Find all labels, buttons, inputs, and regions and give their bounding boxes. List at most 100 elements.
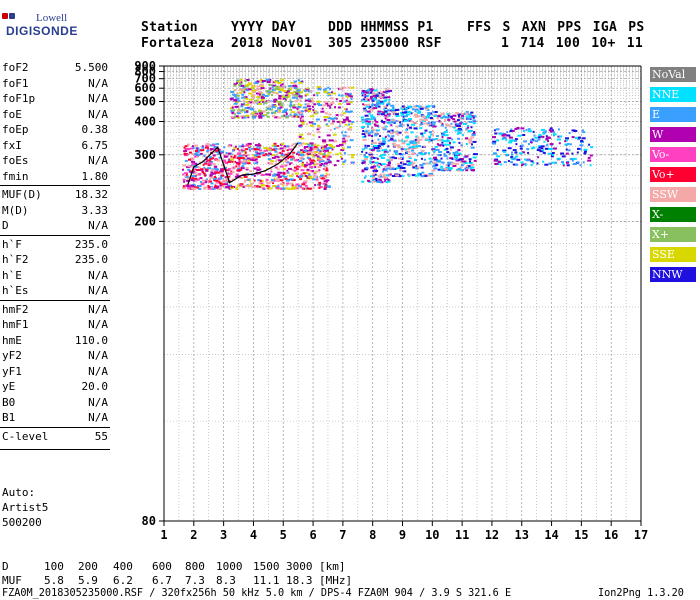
data-point xyxy=(381,94,385,97)
data-point xyxy=(402,115,405,118)
data-point xyxy=(190,147,195,150)
param-row: h`Es N/A xyxy=(2,284,108,299)
data-point xyxy=(411,149,415,152)
data-point xyxy=(210,171,214,174)
param-value: N/A xyxy=(88,154,108,167)
data-point xyxy=(318,169,321,172)
data-point xyxy=(340,157,343,160)
data-point xyxy=(299,149,303,152)
data-point xyxy=(401,167,406,169)
data-point xyxy=(388,179,391,182)
data-point xyxy=(306,103,310,106)
data-point xyxy=(274,88,277,91)
data-point xyxy=(417,174,420,177)
data-point xyxy=(287,95,290,98)
data-point xyxy=(457,169,462,172)
data-point xyxy=(343,152,346,154)
data-point xyxy=(374,124,379,127)
data-point xyxy=(233,83,237,86)
param-row: foF1 N/A xyxy=(2,77,108,92)
data-point xyxy=(369,88,373,91)
data-point xyxy=(290,187,295,190)
data-point xyxy=(389,129,392,132)
data-point xyxy=(361,159,366,162)
data-point xyxy=(268,187,273,190)
param-name: h`E xyxy=(2,268,22,282)
data-point xyxy=(271,88,276,91)
footer-d-value: 400 xyxy=(113,560,133,573)
data-point xyxy=(589,164,592,167)
data-point xyxy=(276,168,280,171)
data-point xyxy=(363,120,366,123)
data-point xyxy=(304,184,308,187)
data-point xyxy=(502,149,507,152)
data-point xyxy=(246,89,249,92)
data-point xyxy=(395,167,398,170)
data-point xyxy=(384,114,388,117)
data-point xyxy=(300,151,305,154)
data-point xyxy=(384,125,388,128)
data-point xyxy=(256,80,260,83)
data-point xyxy=(577,138,581,141)
data-point xyxy=(429,131,432,134)
data-point xyxy=(309,115,314,118)
data-point xyxy=(279,179,284,182)
data-point xyxy=(450,162,455,165)
data-point xyxy=(508,136,513,139)
data-point xyxy=(272,179,276,182)
data-point xyxy=(578,136,581,139)
data-point xyxy=(201,145,204,148)
data-point xyxy=(572,163,577,165)
data-point xyxy=(519,152,523,155)
data-point xyxy=(245,84,248,87)
data-point xyxy=(268,185,271,188)
data-point xyxy=(377,91,380,94)
data-point xyxy=(289,113,292,116)
data-point xyxy=(266,81,271,84)
data-point xyxy=(385,90,389,93)
data-point xyxy=(227,160,232,163)
data-point xyxy=(394,152,398,155)
data-point xyxy=(421,175,426,178)
data-point xyxy=(216,143,220,146)
data-point xyxy=(469,138,473,141)
data-point xyxy=(282,97,286,100)
data-point xyxy=(401,142,406,145)
data-point xyxy=(405,149,408,152)
data-point xyxy=(470,169,474,172)
data-point xyxy=(407,124,409,127)
data-point xyxy=(345,95,350,98)
data-point xyxy=(547,140,549,143)
data-point xyxy=(349,139,354,142)
param-name: foEp xyxy=(2,123,29,136)
data-point xyxy=(302,172,306,175)
data-point xyxy=(496,149,499,152)
data-point xyxy=(364,144,367,147)
data-point xyxy=(467,129,471,132)
data-point xyxy=(244,79,247,82)
data-point xyxy=(225,169,230,172)
data-point xyxy=(188,170,191,173)
data-point xyxy=(392,111,397,114)
data-point xyxy=(277,147,281,150)
data-point xyxy=(195,186,199,189)
data-point xyxy=(242,160,246,163)
data-point xyxy=(342,160,346,163)
data-point xyxy=(505,138,508,141)
data-point xyxy=(446,143,451,146)
param-value: N/A xyxy=(88,219,108,232)
data-point xyxy=(377,112,381,115)
data-point xyxy=(258,116,263,119)
data-point xyxy=(300,169,305,172)
data-point xyxy=(440,112,445,115)
data-point xyxy=(285,184,288,187)
data-point xyxy=(190,184,195,187)
data-point xyxy=(236,148,239,150)
data-point xyxy=(390,124,393,127)
data-point xyxy=(182,173,185,176)
data-point xyxy=(220,182,223,185)
data-point xyxy=(362,109,365,112)
param-name: h`F2 xyxy=(2,253,29,266)
data-point xyxy=(295,142,298,145)
data-point xyxy=(530,141,533,144)
